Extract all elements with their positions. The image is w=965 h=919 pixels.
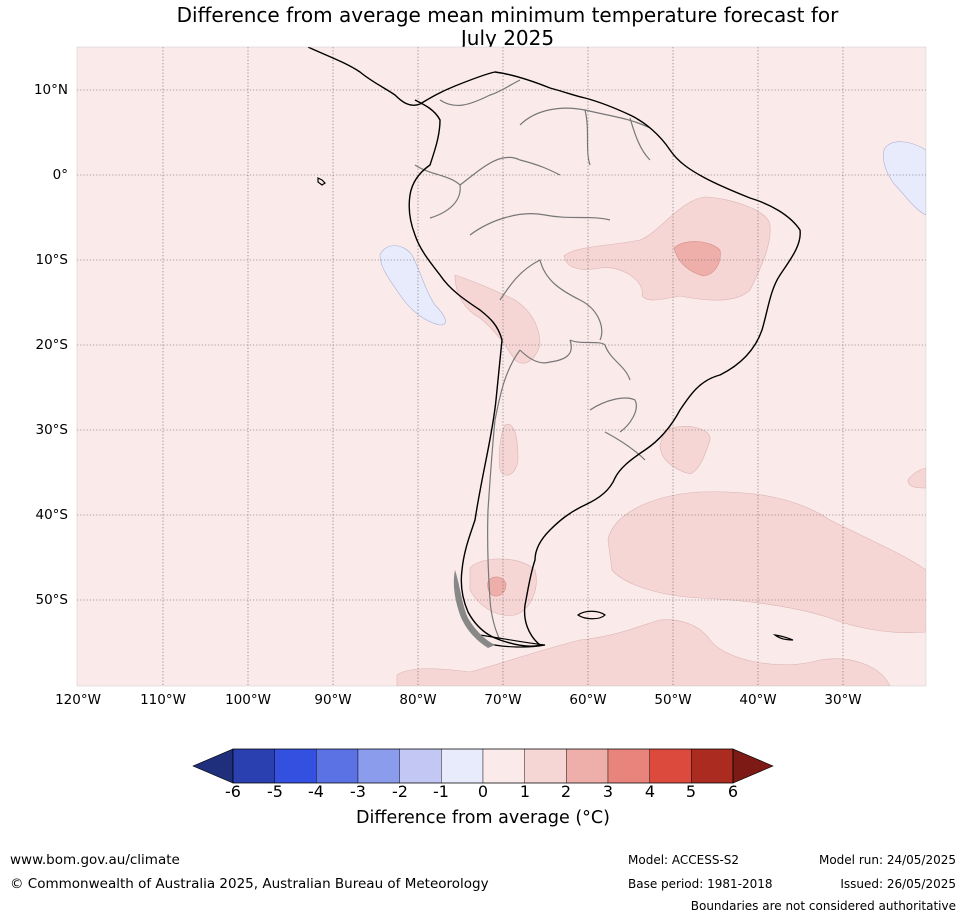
colorbar-tick-label: 2 xyxy=(560,782,572,801)
colorbar-tick-label: -4 xyxy=(308,782,324,801)
colorbar-tick-label: 4 xyxy=(644,782,656,801)
colorbar-cell xyxy=(691,748,734,784)
lon-label-80w: 80°W xyxy=(399,692,437,708)
lat-label-10s: 10°S xyxy=(35,252,69,268)
colorbar-tick-label: 1 xyxy=(519,782,531,801)
lon-label-110w: 110°W xyxy=(140,692,186,708)
islands xyxy=(317,177,794,648)
footer-issued: Issued: 26/05/2025 xyxy=(840,877,956,891)
anomaly-andes-region xyxy=(454,274,541,364)
colorbar-cell xyxy=(399,748,442,784)
title-line-2: July 2025 xyxy=(460,26,555,50)
colorbar-tick-label: -5 xyxy=(267,782,283,801)
anomaly-uruguay-offshore xyxy=(659,426,711,475)
colorbar-cell xyxy=(274,748,317,784)
map-title: Difference from average mean minimum tem… xyxy=(0,4,965,50)
lat-label-30s: 30°S xyxy=(35,422,69,438)
lat-label-20s: 20°S xyxy=(35,337,69,353)
south-america-coastline xyxy=(307,47,801,647)
anomaly-equatorial-atlantic-cool xyxy=(883,141,926,216)
lon-label-120w: 120°W xyxy=(55,692,101,708)
lon-label-100w: 100°W xyxy=(225,692,271,708)
colorbar-cell xyxy=(316,748,359,784)
anomaly-south-atlantic xyxy=(607,491,926,633)
colorbar-tick-label: 6 xyxy=(727,782,739,801)
colorbar-tick-label: -1 xyxy=(433,782,449,801)
country-borders xyxy=(414,79,651,641)
anomaly-minus-1-to-0-regions xyxy=(379,141,926,326)
colorbar-outline xyxy=(232,748,734,784)
chilean-fjords xyxy=(453,570,495,648)
anomaly-pacific-cool xyxy=(379,245,446,326)
lon-label-50w: 50°W xyxy=(654,692,692,708)
lon-label-30w: 30°W xyxy=(824,692,862,708)
colorbar-tick-label: -3 xyxy=(350,782,366,801)
colorbar xyxy=(192,748,774,784)
anomaly-2-to-3-regions xyxy=(487,241,721,597)
lat-label-50s: 50°S xyxy=(35,592,69,608)
colorbar-cell xyxy=(357,748,400,784)
anomaly-central-brazil-core xyxy=(673,241,721,277)
footer-model: Model: ACCESS-S2 xyxy=(628,853,740,867)
tierra-del-fuego xyxy=(478,634,546,648)
anomaly-patagonia-core xyxy=(487,576,507,597)
footer-website: www.bom.gov.au/climate xyxy=(10,852,180,868)
colorbar-cell xyxy=(607,748,650,784)
galapagos-islands xyxy=(317,177,326,186)
colorbar-tick-label: 5 xyxy=(685,782,697,801)
map-frame xyxy=(76,46,927,687)
anomaly-brazil-region xyxy=(563,196,771,301)
colorbar-low-extend xyxy=(192,748,234,784)
footer-base-period: Base period: 1981-2018 xyxy=(628,877,773,891)
lat-label-40s: 40°S xyxy=(35,507,69,523)
footer-model-run: Model run: 24/05/2025 xyxy=(818,853,956,867)
colorbar-cell xyxy=(232,748,275,784)
colorbar-cell xyxy=(482,748,525,784)
colorbar-tick-label: -2 xyxy=(392,782,408,801)
lon-label-90w: 90°W xyxy=(314,692,352,708)
colorbar-cell xyxy=(524,748,567,784)
falkland-islands xyxy=(576,610,606,620)
south-georgia xyxy=(772,634,794,641)
colorbar-cell xyxy=(441,748,484,784)
lon-label-40w: 40°W xyxy=(739,692,777,708)
title-line-1: Difference from average mean minimum tem… xyxy=(176,3,839,27)
lon-label-70w: 70°W xyxy=(484,692,522,708)
footer-copyright: © Commonwealth of Australia 2025, Austra… xyxy=(10,876,489,892)
colorbar-tick-label: 3 xyxy=(602,782,614,801)
colorbar-cell xyxy=(649,748,692,784)
colorbar-tick-label: -6 xyxy=(225,782,241,801)
anomaly-southern-ocean xyxy=(396,619,891,686)
lat-label-10n: 10°N xyxy=(33,82,68,98)
lon-label-60w: 60°W xyxy=(569,692,607,708)
colorbar-cells xyxy=(232,748,734,784)
anomaly-argentina-strip xyxy=(498,423,519,476)
colorbar-label: Difference from average (°C) xyxy=(356,808,610,828)
colorbar-cell xyxy=(566,748,609,784)
lat-label-0: 0° xyxy=(52,167,68,183)
anomaly-east-edge xyxy=(907,467,926,489)
colorbar-tick-label: 0 xyxy=(477,782,489,801)
footer-disclaimer: Boundaries are not considered authoritat… xyxy=(690,899,956,913)
colorbar-high-extend xyxy=(732,748,774,784)
map-area xyxy=(77,47,926,686)
